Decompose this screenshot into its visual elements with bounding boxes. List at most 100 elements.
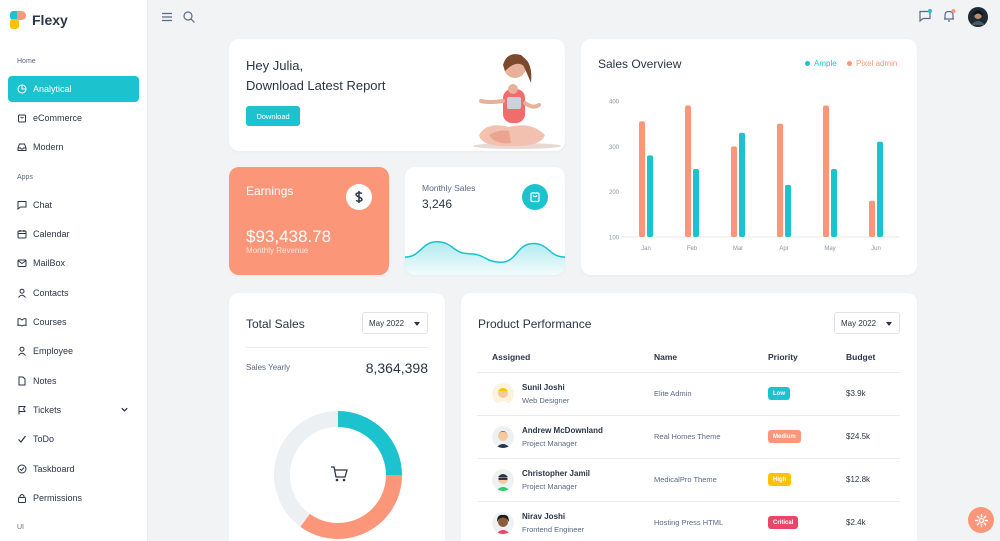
sidebar-item-mailbox[interactable]: MailBox	[8, 250, 139, 276]
x-tick-label: Feb	[687, 246, 698, 252]
monthly-sales-value: 3,246	[422, 197, 453, 211]
cart-icon	[331, 466, 348, 482]
x-tick-label: Mar	[733, 246, 743, 252]
legend-dot	[847, 61, 852, 66]
download-button[interactable]: Download	[246, 106, 300, 126]
section-label-home: Home	[17, 58, 36, 65]
section-label-ui: UI	[17, 524, 24, 531]
sidebar-item-contacts[interactable]: Contacts	[8, 280, 139, 306]
bar-pixel-admin	[685, 105, 691, 238]
sidebar-item-employee[interactable]: Employee	[8, 338, 139, 364]
section-label-apps: Apps	[17, 174, 33, 181]
shopping-bag-icon	[522, 184, 548, 210]
sidebar-item-label: Permissions	[33, 493, 83, 503]
file-icon	[18, 376, 26, 386]
mail-icon	[17, 259, 27, 267]
bar-ample	[739, 132, 745, 237]
bar-pixel-admin	[731, 146, 737, 237]
select-value: May 2022	[841, 318, 877, 328]
book-icon	[17, 318, 27, 327]
message-icon	[17, 201, 27, 210]
column-header-priority[interactable]: Priority	[768, 352, 798, 362]
lock-icon	[18, 494, 26, 503]
column-header-name[interactable]: Name	[654, 352, 678, 362]
assignee-role: Project Manager	[522, 482, 578, 491]
bell-icon[interactable]	[942, 9, 956, 23]
brand[interactable]: Flexy	[10, 11, 68, 29]
sidebar-item-tickets[interactable]: Tickets	[8, 397, 139, 423]
monthly-sales-title: Monthly Sales	[422, 183, 476, 193]
legend-item-pixel-admin[interactable]: Pixel admin	[847, 59, 897, 68]
total-sales-period-select[interactable]: May 2022	[362, 312, 428, 334]
flag-icon	[18, 406, 26, 415]
bar-pixel-admin	[869, 200, 875, 237]
priority-badge: Medium	[768, 430, 801, 443]
x-tick-label: Apr	[779, 246, 788, 252]
sidebar-item-label: MailBox	[33, 258, 66, 268]
sidebar-item-notes[interactable]: Notes	[8, 368, 139, 394]
gear-icon	[974, 513, 988, 527]
greeting-title: Hey Julia,	[246, 58, 304, 73]
menu-icon[interactable]	[160, 10, 174, 24]
earnings-card: Earnings $93,438.78 Monthly Revenue	[229, 167, 389, 275]
user-icon	[18, 288, 26, 298]
product-performance-period-select[interactable]: May 2022	[834, 312, 900, 334]
chevron-down-icon[interactable]	[120, 405, 129, 414]
assignee-role: Frontend Engineer	[522, 525, 585, 534]
check-icon	[18, 435, 26, 443]
sidebar-item-taskboard[interactable]: Taskboard	[8, 456, 139, 482]
sidebar-item-modern[interactable]: Modern	[8, 134, 139, 160]
column-header-budget[interactable]: Budget	[846, 352, 876, 362]
user-avatar[interactable]	[968, 7, 988, 27]
caret-down-icon	[886, 322, 892, 326]
message-icon[interactable]	[918, 9, 932, 23]
divider	[246, 347, 428, 348]
avatar	[492, 469, 514, 491]
project-name: Real Homes Theme	[654, 432, 721, 441]
project-name: Elite Admin	[654, 389, 692, 398]
y-tick-label: 200	[609, 190, 620, 196]
sales-yearly-value: 8,364,398	[365, 360, 428, 376]
bar-ample	[785, 184, 791, 237]
legend-item-ample[interactable]: Ample	[805, 59, 837, 68]
assignee-name: Nirav Joshi	[522, 512, 566, 521]
total-sales-donut-chart	[274, 411, 402, 539]
sidebar-item-label: Courses	[33, 317, 67, 327]
priority-badge: High	[768, 473, 792, 486]
settings-button[interactable]	[968, 507, 994, 533]
sidebar-item-label: Tickets	[33, 405, 62, 415]
sidebar-item-analytical[interactable]: Analytical	[8, 76, 139, 102]
sidebar-item-ecommerce[interactable]: eCommerce	[8, 105, 139, 131]
donut-slice-2	[274, 411, 339, 527]
earnings-value: $93,438.78	[246, 227, 332, 246]
legend-label: Ample	[814, 59, 837, 68]
sidebar-item-courses[interactable]: Courses	[8, 309, 139, 335]
select-value: May 2022	[369, 318, 405, 328]
sales-overview-card: Sales Overview Ample Pixel admin 400 300 2…	[581, 39, 917, 275]
product-performance-card: Product Performance May 2022	[461, 293, 917, 541]
project-name: Hosting Press HTML	[654, 518, 724, 527]
sidebar-item-calendar[interactable]: Calendar	[8, 221, 139, 247]
sidebar-item-permissions[interactable]: Permissions	[8, 485, 139, 511]
y-tick-label: 400	[609, 100, 620, 106]
project-name: MedicalPro Theme	[654, 475, 717, 484]
pie-chart-icon	[17, 84, 27, 94]
sidebar-item-chat[interactable]: Chat	[8, 192, 139, 218]
user-icon	[18, 346, 26, 356]
sidebar-item-label: Employee	[33, 346, 74, 356]
sidebar-item-label: Taskboard	[33, 464, 75, 474]
search-icon[interactable]	[182, 10, 196, 24]
flexy-logo-icon	[10, 11, 26, 29]
divider	[477, 372, 900, 373]
sidebar-item-todo[interactable]: ToDo	[8, 426, 139, 452]
assignee-name: Christopher Jamil	[522, 469, 591, 478]
assignee-role: Project Manager	[522, 439, 578, 448]
sidebar: Flexy Home Analytical eCommerce Modern A…	[0, 0, 148, 541]
avatar	[492, 426, 514, 448]
sparkline-line	[405, 241, 565, 263]
sidebar-item-label: Contacts	[33, 288, 69, 298]
column-header-assigned[interactable]: Assigned	[492, 352, 531, 362]
x-tick-label: May	[824, 246, 835, 252]
sales-overview-title: Sales Overview	[598, 57, 682, 71]
budget-value: $24.5k	[846, 432, 871, 441]
